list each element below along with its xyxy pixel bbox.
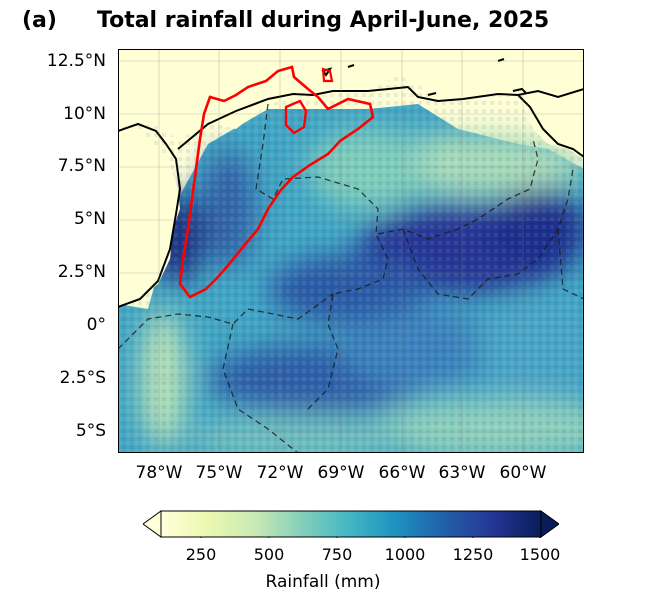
lat-tick-label: 2.5°N [57,262,106,282]
lon-tick-label: 72°W [256,463,304,483]
lon-tick-label: 60°W [499,463,547,483]
lat-tick-label: 5°S [75,421,106,441]
colorbar-tick-label: 500 [253,545,285,564]
colorbar-tick-label: 250 [185,545,217,564]
colorbar-tick-label: 750 [321,545,353,564]
rainfall-map [118,49,584,453]
lat-tick-label: 2.5°S [59,368,106,388]
lon-tick-label: 66°W [378,463,426,483]
panel-label: (a) [22,8,57,33]
lon-tick-label: 75°W [195,463,243,483]
colorbar-gradient [161,511,541,537]
lat-tick-label: 10°N [63,104,106,124]
highlighted-region-inner [284,99,308,135]
venezuela-coastline [517,94,584,158]
lon-tick-label: 69°W [317,463,365,483]
colorbar [142,510,560,541]
gridlines [118,49,584,453]
lat-tick-label: 12.5°N [46,51,106,71]
country-borders [118,103,584,453]
figure-title: Total rainfall during April-June, 2025 [97,8,550,33]
map-svg [118,49,584,453]
pacific-coastline [118,122,182,308]
highlighted-region-outline [178,65,375,299]
lat-tick-label: 5°N [73,209,106,229]
colorbar-tick-label: 1250 [452,545,494,564]
caribbean-coastline [177,85,584,150]
lon-tick-label: 78°W [135,463,183,483]
caribbean-sea [118,49,584,139]
colorbar-tick-label: 1500 [519,545,561,564]
colorbar-label: Rainfall (mm) [265,572,381,592]
colorbar-extend-min [142,510,162,538]
lat-tick-label: 0° [86,315,106,335]
atlantic-ocean [518,84,584,159]
colorbar-extend-max [540,510,560,538]
colorbar-tick-label: 1000 [384,545,426,564]
colorbar-svg [142,510,560,541]
lat-tick-label: 7.5°N [57,156,106,176]
map-frame [118,49,584,453]
lon-tick-label: 63°W [438,463,486,483]
